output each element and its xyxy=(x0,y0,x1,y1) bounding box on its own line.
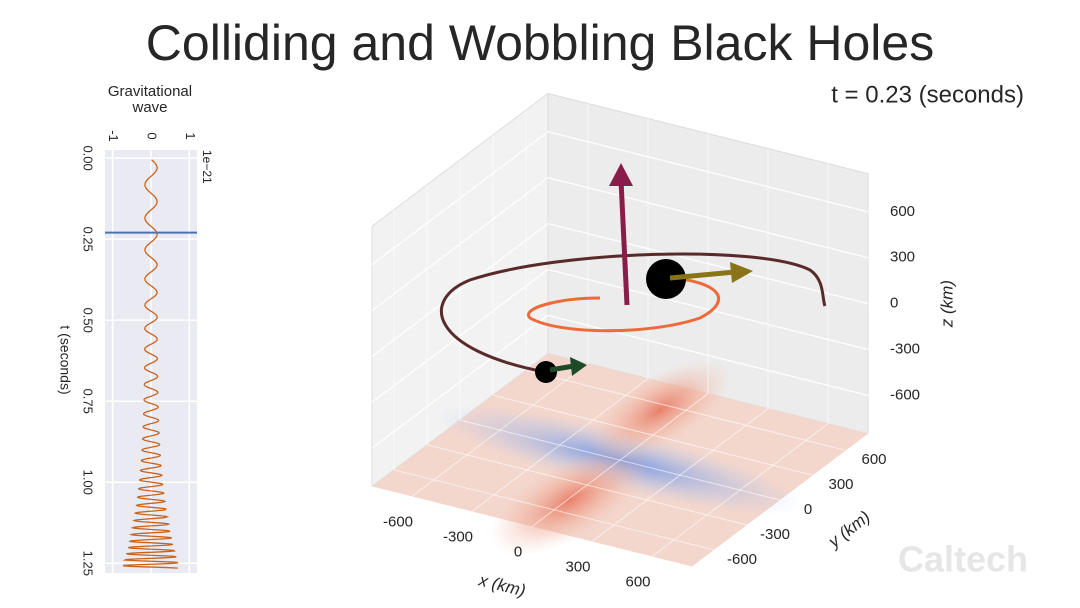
grid-line xyxy=(492,135,814,476)
velocity-vector xyxy=(549,363,575,373)
arrow-head xyxy=(730,262,753,283)
y-tick-label: 0.75 xyxy=(81,389,96,414)
grid-line xyxy=(371,268,869,403)
orbit xyxy=(440,252,827,374)
wave-panel: -1 0 1 0.00 0.25 0.50 0.75 1.00 1.25 Gravitationa… xyxy=(57,83,214,576)
waveform xyxy=(122,159,179,569)
x-tick-label: 300 xyxy=(565,558,590,575)
grid-line xyxy=(393,209,715,551)
y-tick-label: 0.50 xyxy=(81,308,96,333)
grid-line xyxy=(371,222,869,357)
page-title: Colliding and Wobbling Black Holes xyxy=(146,15,934,71)
grid-line xyxy=(459,159,781,501)
x-tick-label: 1 xyxy=(183,132,198,139)
y-axis-label: t (seconds) xyxy=(57,325,73,394)
x-tick-label: 0 xyxy=(145,132,160,139)
x-tick-label: 600 xyxy=(625,573,650,590)
grid-line xyxy=(411,103,589,497)
arrow-head xyxy=(609,163,633,186)
z-tick-label: -300 xyxy=(890,340,920,357)
orbit-panel: -600-3000300600-600-3000300600-600-30003… xyxy=(371,92,956,600)
y-tick-label: 300 xyxy=(828,476,853,493)
z-tick-label: 300 xyxy=(890,249,915,266)
grid-line xyxy=(525,110,847,451)
black-hole xyxy=(646,259,686,299)
spin-vector xyxy=(618,179,630,306)
grid-line xyxy=(371,131,869,266)
arrow-head xyxy=(570,357,587,376)
field-red xyxy=(489,444,651,556)
y-tick-label: 0.00 xyxy=(81,145,96,170)
grid-line xyxy=(531,133,709,527)
z-tick-label: 0 xyxy=(890,295,898,312)
y-tick-label: -600 xyxy=(727,551,757,568)
y-tick-label: 1.25 xyxy=(81,551,96,576)
y-tick-label: 0.25 xyxy=(81,226,96,251)
x-tick-label: -300 xyxy=(443,528,473,545)
z-tick-label: -600 xyxy=(890,386,920,403)
watermark: Caltech xyxy=(898,539,1028,580)
grid-line xyxy=(371,314,869,449)
x-tick-label: 0 xyxy=(514,543,522,560)
grid-line xyxy=(471,118,649,512)
y-tick-label: 1.00 xyxy=(81,470,96,495)
z-tick-label: 600 xyxy=(890,203,915,220)
field-red xyxy=(588,359,732,461)
grid-line xyxy=(651,163,829,557)
offset-label: 1e−21 xyxy=(200,150,214,184)
x-axis-label: x (km) xyxy=(476,570,527,600)
black-hole xyxy=(535,361,557,383)
y-tick-label: 0 xyxy=(804,501,812,518)
time-label: t = 0.23 (seconds) xyxy=(831,81,1024,108)
y-tick-label: 600 xyxy=(861,451,886,468)
grid-line xyxy=(591,148,769,542)
velocity-vector xyxy=(669,269,736,281)
orbit xyxy=(526,275,721,333)
z-axis-label: z (km) xyxy=(937,280,956,328)
y-tick-label: -300 xyxy=(760,526,790,543)
y-axis-label: y (km) xyxy=(824,507,874,552)
grid-line xyxy=(426,184,748,526)
grid-line xyxy=(371,177,869,311)
x-tick-label: -600 xyxy=(383,513,413,530)
x-tick-label: -1 xyxy=(106,130,121,142)
panel-title: Gravitational wave xyxy=(108,83,192,116)
